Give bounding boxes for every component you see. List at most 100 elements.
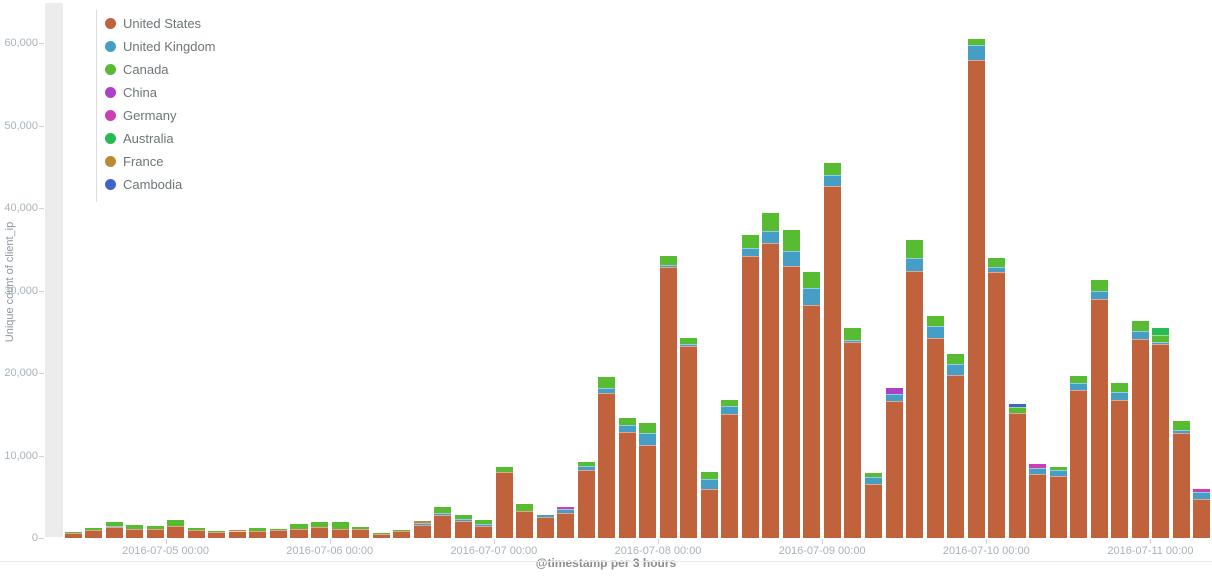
bar-segment[interactable] — [1110, 391, 1130, 402]
bar-segment[interactable] — [330, 527, 350, 540]
bar-segment[interactable] — [166, 525, 186, 539]
bar-segment[interactable] — [781, 264, 801, 540]
bar-segment[interactable] — [905, 269, 925, 540]
bar-segment[interactable] — [1151, 333, 1171, 344]
bar-segment[interactable] — [1007, 411, 1027, 540]
bar-segment[interactable] — [556, 505, 576, 511]
bar-segment[interactable] — [309, 520, 330, 529]
bar-segment[interactable] — [515, 503, 535, 512]
bar-segment[interactable] — [474, 518, 494, 526]
bar-segment[interactable] — [925, 325, 945, 339]
bar-segment[interactable] — [1171, 432, 1191, 539]
bar-segment[interactable] — [433, 505, 453, 515]
bar-segment[interactable] — [658, 266, 678, 539]
bar-segment[interactable] — [843, 326, 863, 342]
bar-segment[interactable] — [617, 424, 637, 434]
bar-segment[interactable] — [1028, 462, 1048, 469]
bar-segment[interactable] — [1028, 472, 1048, 540]
bar-segment[interactable] — [1069, 382, 1089, 392]
bar-segment[interactable] — [1192, 488, 1212, 494]
bar-segment[interactable] — [494, 465, 514, 474]
bar-segment[interactable] — [638, 443, 658, 540]
bar-segment[interactable] — [946, 362, 966, 376]
bar-segment[interactable] — [576, 464, 596, 471]
bar-segment[interactable] — [781, 249, 801, 267]
bar-segment[interactable] — [494, 471, 514, 539]
bar-segment[interactable] — [84, 528, 104, 540]
bar-segment[interactable] — [515, 509, 535, 540]
bar-segment[interactable] — [597, 386, 617, 394]
bar-segment[interactable] — [84, 527, 104, 531]
legend-item[interactable]: China — [105, 81, 216, 104]
bar-segment[interactable] — [1089, 278, 1109, 292]
bar-segment[interactable] — [884, 387, 904, 396]
bar-segment[interactable] — [433, 512, 453, 516]
bar-segment[interactable] — [843, 340, 863, 540]
bar-segment[interactable] — [1089, 297, 1109, 540]
legend-item[interactable]: France — [105, 150, 216, 173]
bar-segment[interactable] — [268, 529, 288, 539]
bar-segment[interactable] — [309, 526, 330, 539]
bar-segment[interactable] — [186, 529, 206, 539]
bar-segment[interactable] — [946, 352, 966, 365]
bar-segment[interactable] — [1151, 341, 1171, 346]
bar-segment[interactable] — [617, 431, 637, 539]
legend-item[interactable]: United Kingdom — [105, 35, 216, 58]
bar-segment[interactable] — [104, 521, 124, 527]
bar-segment[interactable] — [597, 376, 617, 389]
bar-segment[interactable] — [1048, 468, 1068, 478]
bar-segment[interactable] — [966, 59, 986, 539]
bar-segment[interactable] — [248, 527, 268, 533]
bar-segment[interactable] — [1007, 402, 1027, 408]
bar-segment[interactable] — [987, 266, 1007, 273]
bar-segment[interactable] — [925, 336, 945, 540]
bar-segment[interactable] — [617, 417, 637, 427]
bar-segment[interactable] — [535, 513, 555, 518]
bar-segment[interactable] — [145, 524, 165, 531]
bar-segment[interactable] — [679, 343, 699, 347]
bar-segment[interactable] — [1069, 375, 1089, 385]
bar-segment[interactable] — [166, 518, 186, 528]
bar-segment[interactable] — [658, 254, 678, 266]
bar-segment[interactable] — [556, 512, 576, 539]
bar-segment[interactable] — [371, 532, 391, 540]
bar-segment[interactable] — [1028, 466, 1048, 475]
legend-item[interactable]: Germany — [105, 104, 216, 127]
bar-segment[interactable] — [535, 515, 555, 540]
bar-segment[interactable] — [227, 528, 247, 533]
bar-segment[interactable] — [1007, 405, 1027, 414]
bar-segment[interactable] — [1089, 289, 1109, 300]
bar-segment[interactable] — [802, 271, 822, 290]
bar-segment[interactable] — [905, 239, 925, 259]
bar-segment[interactable] — [268, 527, 288, 532]
bar-segment[interactable] — [1130, 320, 1150, 333]
bar-segment[interactable] — [474, 524, 494, 540]
bar-segment[interactable] — [392, 530, 412, 539]
bar-segment[interactable] — [351, 527, 371, 540]
bar-segment[interactable] — [289, 527, 309, 540]
bar-segment[interactable] — [699, 471, 719, 481]
bar-segment[interactable] — [905, 256, 925, 272]
bar-segment[interactable] — [412, 523, 432, 540]
bar-segment[interactable] — [248, 530, 268, 539]
bar-segment[interactable] — [576, 461, 596, 467]
bar-segment[interactable] — [884, 400, 904, 539]
bar-segment[interactable] — [658, 263, 678, 269]
bar-segment[interactable] — [802, 287, 822, 307]
bar-segment[interactable] — [781, 229, 801, 252]
legend-item[interactable]: United States — [105, 12, 216, 35]
bar-segment[interactable] — [207, 530, 227, 540]
bar-segment[interactable] — [720, 399, 740, 407]
bar-segment[interactable] — [679, 344, 699, 540]
bar-segment[interactable] — [104, 524, 124, 529]
bar-segment[interactable] — [597, 391, 617, 540]
bar-segment[interactable] — [1151, 326, 1171, 336]
bar-segment[interactable] — [822, 184, 842, 540]
bar-segment[interactable] — [1110, 382, 1130, 394]
bar-segment[interactable] — [412, 522, 432, 526]
bar-segment[interactable] — [474, 523, 494, 527]
bar-segment[interactable] — [1110, 399, 1130, 539]
bar-segment[interactable] — [207, 529, 227, 533]
bar-segment[interactable] — [863, 471, 884, 479]
bar-segment[interactable] — [1048, 475, 1068, 539]
